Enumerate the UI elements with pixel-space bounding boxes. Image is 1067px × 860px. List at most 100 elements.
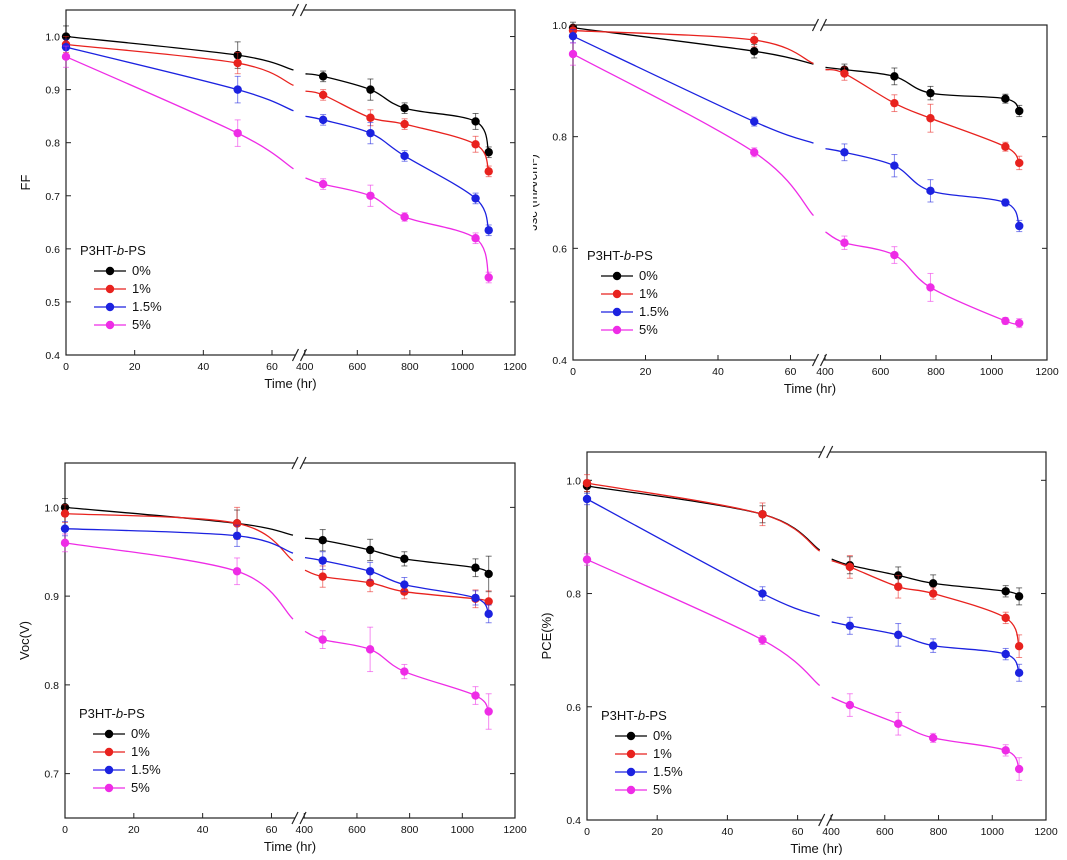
series-line: [572, 29, 814, 65]
x-tick-label: 800: [930, 826, 948, 838]
legend-label: 1%: [132, 281, 151, 296]
data-point: [845, 562, 855, 572]
axis-break-mark: [291, 3, 300, 17]
data-point: [1001, 746, 1010, 755]
series-line: [586, 482, 821, 552]
legend-label: 1.5%: [639, 304, 669, 319]
legend-label: 1%: [639, 286, 658, 301]
plot-frame: [572, 24, 1048, 361]
data-point: [318, 536, 327, 545]
data-point: [60, 538, 70, 548]
data-point: [400, 212, 409, 222]
axis-break-mark: [811, 353, 820, 367]
data-point: [484, 707, 493, 716]
data-point: [400, 667, 409, 676]
data-point: [750, 117, 759, 126]
x-axis-label: Time (hr): [264, 839, 316, 854]
data-point: [1001, 142, 1010, 151]
data-point: [750, 148, 759, 157]
plot-frame: [65, 9, 516, 356]
x-tick-label: 40: [722, 826, 734, 838]
data-point: [928, 641, 938, 650]
data-point: [365, 567, 375, 576]
data-point: [750, 35, 759, 45]
data-point: [233, 128, 242, 138]
data-point: [894, 630, 903, 640]
x-tick-label: 0: [62, 824, 68, 836]
legend-label: 5%: [132, 317, 151, 332]
x-tick-label: 60: [785, 366, 797, 378]
data-point: [400, 119, 409, 129]
data-point: [890, 161, 899, 170]
data-point: [928, 733, 938, 743]
data-point: [1001, 198, 1010, 207]
pce-chart-panel: 0.4 0.6 0.8 1.0 0 20 40 60 400 600 800 1000 1200 Time…: [533, 430, 1067, 856]
legend-marker: [626, 767, 636, 777]
series-line: [831, 621, 1020, 674]
x-tick-label: 400: [296, 824, 314, 836]
y-axis-label: PCE(%): [539, 613, 554, 660]
legend-marker: [105, 284, 115, 294]
data-point: [582, 555, 592, 564]
legend-label: 1.5%: [132, 299, 162, 314]
voc-chart-panel: 0.7 0.8 0.9 1.0 0 20 40 60 400 600 800 1000 1200 Time…: [0, 430, 533, 855]
data-point: [750, 47, 759, 56]
series-line: [305, 90, 490, 172]
x-tick-label: 40: [197, 361, 209, 373]
x-tick-label: 1000: [451, 824, 475, 836]
y-tick-label: 1.0: [552, 20, 567, 32]
axis-break-mark: [299, 3, 308, 17]
x-tick-label: 40: [712, 366, 724, 378]
legend-label: 1.5%: [131, 762, 161, 777]
y-tick-label: 0.7: [44, 769, 59, 781]
series-line: [572, 53, 814, 217]
x-tick-label: 0: [584, 826, 590, 838]
data-point: [890, 98, 899, 108]
legend-title: P3HT-b-PS: [601, 708, 667, 723]
data-point: [840, 148, 849, 157]
data-point: [484, 167, 493, 176]
legend-marker: [104, 765, 114, 775]
legend-marker: [612, 325, 622, 335]
legend-label: 1.5%: [653, 764, 683, 779]
y-tick-label: 0.8: [44, 680, 59, 692]
legend-marker: [612, 271, 622, 281]
data-point: [366, 113, 375, 122]
data-point: [318, 72, 328, 81]
x-tick-label: 600: [872, 366, 890, 378]
data-point: [471, 234, 480, 243]
y-tick-label: 1.0: [45, 32, 60, 44]
y-tick-label: 1.0: [44, 502, 59, 514]
series-line: [64, 528, 294, 554]
data-point: [365, 578, 375, 588]
data-point: [582, 478, 592, 488]
axis-break-mark: [291, 348, 300, 362]
x-tick-label: 400: [296, 361, 314, 373]
data-point: [926, 114, 935, 123]
axis-break-mark: [826, 445, 834, 459]
data-point: [471, 691, 480, 700]
data-point: [400, 103, 409, 113]
data-point: [318, 179, 328, 189]
x-tick-label: 400: [822, 826, 840, 838]
x-tick-label: 0: [570, 366, 576, 378]
x-tick-label: 1000: [451, 361, 475, 373]
legend-label: 1%: [131, 744, 150, 759]
data-point: [1001, 613, 1010, 623]
data-point: [318, 90, 328, 100]
legend-label: 5%: [131, 780, 150, 795]
data-point: [471, 563, 480, 572]
x-tick-label: 20: [129, 361, 141, 373]
ff-chart-panel: 0.4 0.5 0.6 0.7 0.8 0.9 1.0 0 20 40 60 400 600 800 100…: [0, 0, 533, 420]
series-line: [831, 696, 1020, 770]
data-point: [890, 72, 899, 81]
data-point: [1014, 764, 1024, 774]
axis-break-mark: [299, 811, 307, 825]
series-line: [831, 558, 1020, 597]
legend-marker: [104, 747, 114, 757]
data-point: [400, 554, 409, 564]
y-tick-label: 0.4: [552, 355, 567, 367]
data-point: [890, 250, 899, 260]
series-line: [572, 27, 814, 65]
series-line: [825, 147, 1020, 227]
